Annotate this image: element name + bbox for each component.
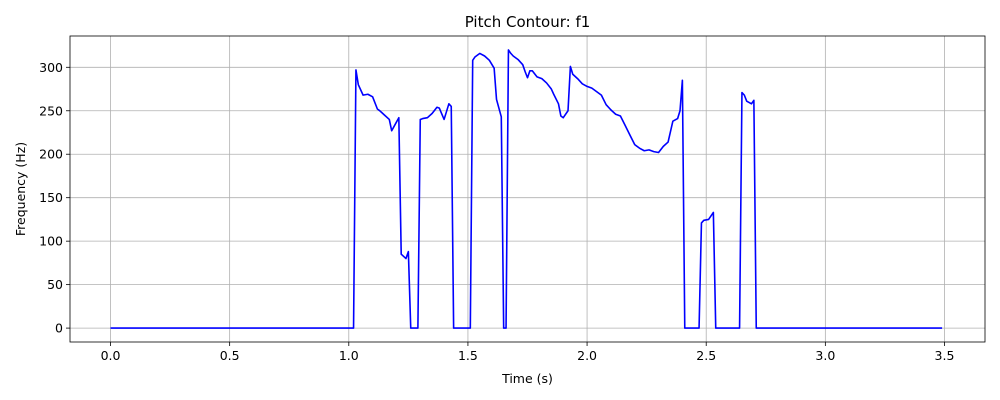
x-tick-label: 2.0 — [577, 348, 597, 363]
chart-title: Pitch Contour: f1 — [465, 13, 591, 31]
x-tick-label: 3.5 — [935, 348, 955, 363]
y-tick-label: 0 — [55, 321, 63, 336]
y-tick-label: 50 — [47, 277, 63, 292]
y-tick-label: 300 — [39, 60, 63, 75]
y-tick-label: 150 — [39, 190, 63, 205]
x-tick-label: 0.5 — [220, 348, 240, 363]
x-tick-label: 1.0 — [339, 348, 359, 363]
y-axis-label: Frequency (Hz) — [13, 142, 28, 236]
pitch-series-line — [110, 49, 943, 329]
x-tick-label: 3.0 — [815, 348, 835, 363]
y-tick-label: 100 — [39, 234, 63, 249]
y-axis-ticks: 0 50 100 150 200 250 300 — [39, 60, 70, 336]
x-axis-ticks: 0.0 0.5 1.0 1.5 2.0 2.5 3.0 3.5 — [101, 342, 955, 363]
x-axis-label: Time (s) — [501, 371, 553, 386]
x-tick-label: 0.0 — [101, 348, 121, 363]
plot-frame — [69, 35, 986, 343]
y-tick-label: 250 — [39, 103, 63, 118]
grid — [70, 36, 985, 342]
x-tick-label: 1.5 — [458, 348, 478, 363]
y-tick-label: 200 — [39, 147, 63, 162]
x-tick-label: 2.5 — [696, 348, 716, 363]
series-layer — [110, 49, 943, 329]
